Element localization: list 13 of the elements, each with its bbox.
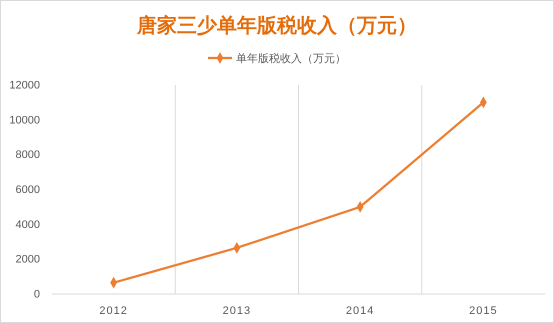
y-tick-label: 2000 [16, 254, 40, 266]
chart-title: 唐家三少单年版税收入（万元） [136, 13, 417, 37]
x-tick-label: 2012 [99, 304, 128, 317]
y-tick-label: 10000 [9, 114, 40, 126]
x-tick-label: 2013 [222, 304, 252, 317]
y-tick-label: 12000 [9, 80, 40, 92]
y-tick-label: 8000 [16, 149, 40, 162]
y-tick-label: 6000 [16, 184, 40, 196]
y-tick-label: 0 [34, 288, 40, 301]
y-tick-label: 4000 [16, 218, 40, 231]
x-tick-label: 2014 [346, 304, 374, 317]
legend-label: 单年版税收入（万元） [236, 52, 346, 65]
x-tick-label: 2015 [469, 304, 498, 317]
